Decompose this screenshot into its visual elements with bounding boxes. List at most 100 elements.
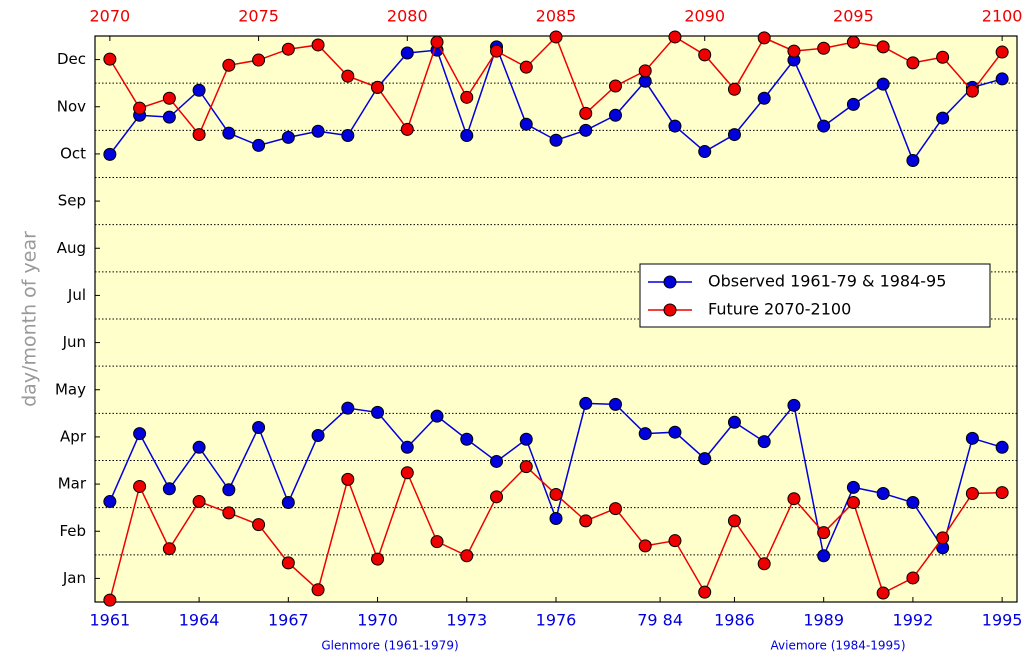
data-point (490, 44, 504, 58)
legend-label: Future 2070-2100 (708, 300, 851, 319)
data-point (430, 409, 444, 423)
data-point (995, 72, 1009, 86)
x-tick-label: 1976 (536, 611, 577, 630)
data-point (371, 552, 385, 566)
x2-tick-label: 2100 (982, 7, 1023, 26)
data-point (757, 31, 771, 45)
x-tick-label: 1995 (982, 611, 1023, 630)
data-point (757, 435, 771, 449)
data-point (549, 487, 563, 501)
data-point (579, 123, 593, 137)
data-point (727, 514, 741, 528)
data-point (400, 466, 414, 480)
x2-tick-label: 2075 (238, 7, 279, 26)
data-point (787, 398, 801, 412)
data-point (103, 593, 117, 607)
y-tick-label: Dec (57, 50, 86, 68)
data-point (490, 454, 504, 468)
data-point (638, 64, 652, 78)
data-point (698, 145, 712, 159)
data-point (549, 133, 563, 147)
data-point (222, 483, 236, 497)
data-point (995, 45, 1009, 59)
data-point (727, 128, 741, 142)
data-point (460, 129, 474, 143)
data-point (638, 427, 652, 441)
x-tick-label: 1986 (714, 611, 755, 630)
data-point (668, 534, 682, 548)
x-tick-label: 1973 (446, 611, 487, 630)
x-tick-label: 1992 (893, 611, 934, 630)
data-point (400, 46, 414, 60)
data-point (162, 542, 176, 556)
x-tick-label: 1967 (268, 611, 309, 630)
y-tick-label: Oct (60, 144, 86, 162)
data-point (727, 415, 741, 429)
data-point (192, 83, 206, 97)
data-point (311, 429, 325, 443)
data-point (668, 30, 682, 44)
data-point (133, 427, 147, 441)
data-point (846, 35, 860, 49)
data-point (906, 154, 920, 168)
data-point (698, 452, 712, 466)
data-point (281, 130, 295, 144)
data-point (341, 401, 355, 415)
x2-tick-label: 2085 (536, 7, 577, 26)
data-point (817, 119, 831, 133)
y-tick-label: Sep (58, 192, 86, 210)
x2-tick-label: 2080 (387, 7, 428, 26)
data-point (281, 556, 295, 570)
data-point (192, 440, 206, 454)
data-point (876, 586, 890, 600)
y-axis-label: day/month of year (19, 231, 41, 407)
data-point (103, 147, 117, 161)
data-point (222, 506, 236, 520)
y-tick-label: Feb (59, 522, 86, 540)
y-tick-label: Jul (67, 286, 86, 304)
y-tick-label: Jun (62, 333, 86, 351)
x-tick-label: 79 84 (637, 611, 683, 630)
data-point (222, 126, 236, 140)
x-tick-label: 1989 (803, 611, 844, 630)
data-point (876, 487, 890, 501)
data-point (103, 52, 117, 66)
data-point (579, 396, 593, 410)
data-point (490, 490, 504, 504)
data-point (668, 119, 682, 133)
data-point (757, 91, 771, 105)
data-point (103, 495, 117, 509)
y-tick-label: Nov (57, 97, 86, 115)
data-point (519, 460, 533, 474)
data-point (222, 58, 236, 72)
data-point (371, 80, 385, 94)
x2-tick-label: 2090 (684, 7, 725, 26)
data-point (460, 549, 474, 563)
data-point (341, 472, 355, 486)
data-point (460, 90, 474, 104)
data-point (995, 440, 1009, 454)
data-point (162, 110, 176, 124)
data-point (252, 420, 266, 434)
data-point (608, 397, 622, 411)
x-tick-label: 1964 (179, 611, 220, 630)
data-point (252, 53, 266, 67)
data-point (341, 129, 355, 143)
data-point (787, 44, 801, 58)
data-point (846, 97, 860, 111)
data-point (936, 111, 950, 125)
data-point (311, 38, 325, 52)
data-point (608, 108, 622, 122)
data-point (876, 40, 890, 54)
data-point (727, 82, 741, 96)
data-point (608, 502, 622, 516)
legend-label: Observed 1961-79 & 1984-95 (708, 272, 946, 291)
x-tick-label: 1961 (90, 611, 131, 630)
data-point (281, 42, 295, 56)
data-point (668, 425, 682, 439)
data-point (817, 41, 831, 55)
data-point (787, 492, 801, 506)
data-point (519, 60, 533, 74)
x2-tick-label: 2095 (833, 7, 874, 26)
